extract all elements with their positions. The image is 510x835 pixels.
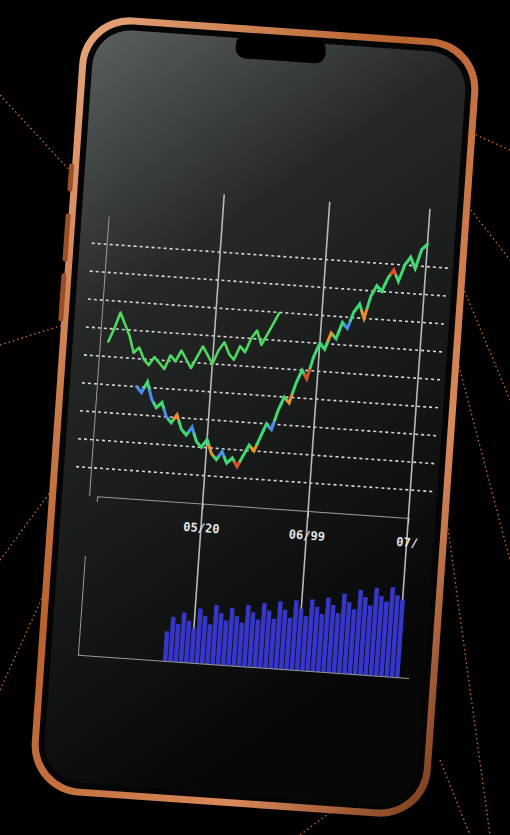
price-segment: [418, 246, 424, 259]
side-button: [62, 213, 70, 261]
grid-line: [297, 202, 330, 671]
price-segment: [240, 450, 246, 462]
tick-mark: [308, 511, 309, 517]
volume-bar: [163, 631, 170, 661]
tick: 05/20: [183, 502, 221, 536]
side-button: [67, 163, 74, 191]
page: 05/20 06/99 07/: [0, 0, 510, 835]
price-segment: [361, 307, 367, 319]
volume-baseline: [78, 655, 409, 678]
price-segment: [149, 390, 155, 403]
price-segment: [292, 377, 298, 394]
grid: [63, 185, 452, 679]
grid-line: [191, 194, 224, 663]
volume-marks: [163, 571, 406, 677]
price-marks: [100, 222, 428, 478]
grid-line: [92, 243, 448, 268]
grid-line: [84, 355, 440, 380]
grid-line: [82, 383, 438, 408]
price-segment: [194, 434, 200, 444]
ray: [440, 760, 470, 835]
tick-mark: [202, 504, 203, 510]
price-line: [106, 301, 279, 377]
background: [0, 0, 510, 835]
notch: [235, 34, 326, 64]
phone: 05/20 06/99 07/: [25, 14, 481, 820]
price-segment: [275, 403, 281, 420]
tick-label: 07/: [396, 535, 419, 550]
x-axis: 05/20 06/99 07/: [95, 496, 419, 550]
grid-line: [88, 299, 444, 324]
price-segment: [257, 430, 263, 444]
price-segment: [178, 422, 184, 432]
side-button: [58, 273, 66, 321]
axis-line: [97, 497, 409, 524]
tick: 06/99: [288, 510, 326, 544]
axis-line: [90, 217, 110, 496]
tick-label: 06/99: [288, 527, 325, 543]
price-segment: [209, 446, 215, 456]
price-segment: [402, 261, 408, 274]
grid-line: [90, 271, 446, 296]
grid-line: [76, 467, 432, 492]
phone-frame: [28, 14, 481, 820]
price-segment: [351, 308, 357, 321]
tick-mark: [408, 518, 409, 524]
volume-bar: [395, 600, 405, 678]
price-segment: [425, 244, 428, 247]
tick: 07/: [396, 517, 420, 550]
price-segment: [310, 350, 317, 369]
price-segment: [385, 274, 391, 286]
price-segment: [304, 368, 310, 380]
tick-label: 05/20: [183, 520, 220, 536]
grid-line: [80, 411, 436, 436]
bezel: [36, 21, 474, 812]
volume-axis: [78, 556, 85, 656]
y-axis: [89, 217, 109, 496]
grid-line: [78, 439, 434, 464]
canvas: 05/20 06/99 07/: [0, 0, 510, 835]
price-segment: [163, 410, 169, 420]
screen: [42, 28, 468, 806]
axis-line: [78, 556, 85, 656]
price-segment: [367, 291, 373, 308]
